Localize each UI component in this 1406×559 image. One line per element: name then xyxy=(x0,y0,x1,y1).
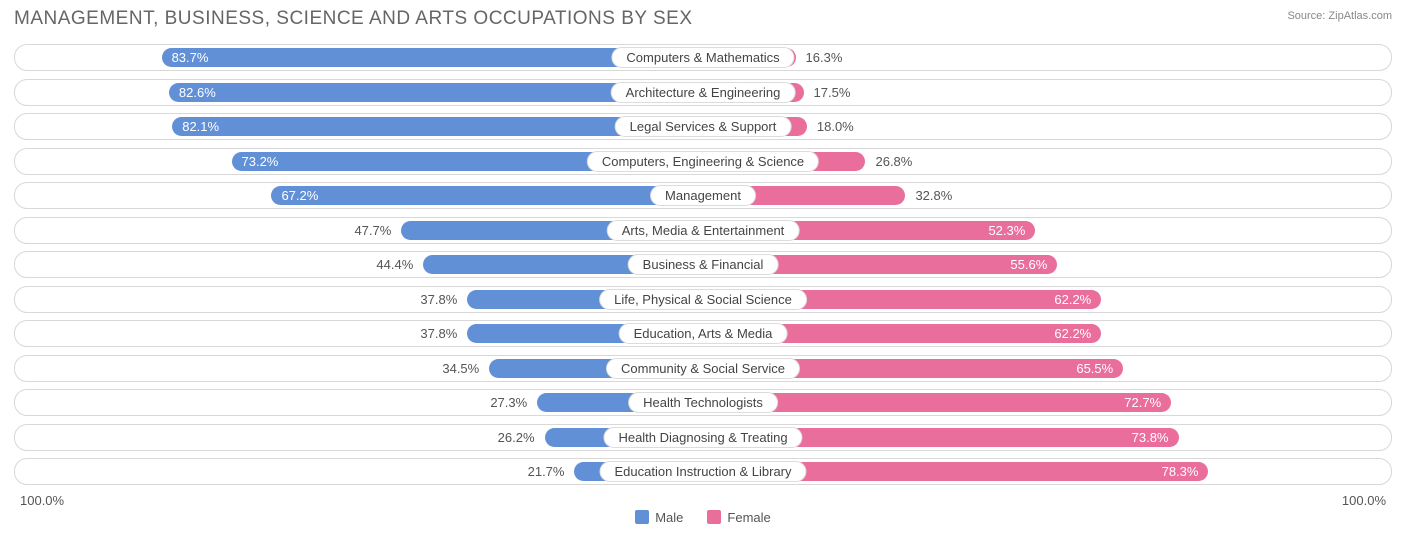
legend-swatch-female xyxy=(707,510,721,524)
chart-area: 16.3% 83.7% Computers & Mathematics 17.5% 82… xyxy=(14,44,1392,485)
male-pct: 82.6% xyxy=(169,85,226,100)
category-label: Legal Services & Support xyxy=(615,116,792,137)
female-pct: 65.5% xyxy=(1066,361,1123,376)
female-pct: 62.2% xyxy=(1044,326,1101,341)
category-label: Computers, Engineering & Science xyxy=(587,151,819,172)
legend-swatch-male xyxy=(635,510,649,524)
male-pct: 83.7% xyxy=(162,50,219,65)
female-pct: 17.5% xyxy=(804,80,861,105)
category-label: Education, Arts & Media xyxy=(619,323,788,344)
chart-row: 44.4% 55.6% Business & Financial xyxy=(14,251,1392,278)
female-pct: 78.3% xyxy=(1152,464,1209,479)
category-label: Health Diagnosing & Treating xyxy=(603,427,802,448)
male-pct: 67.2% xyxy=(271,188,328,203)
female-pct: 73.8% xyxy=(1122,430,1179,445)
category-label: Management xyxy=(650,185,756,206)
chart-row: 34.5% 65.5% Community & Social Service xyxy=(14,355,1392,382)
female-pct: 55.6% xyxy=(1000,257,1057,272)
chart-row: 16.3% 83.7% Computers & Mathematics xyxy=(14,44,1392,71)
axis-left-label: 100.0% xyxy=(20,493,64,508)
chart-row: 26.2% 73.8% Health Diagnosing & Treating xyxy=(14,424,1392,451)
chart-row: 26.8% 73.2% Computers, Engineering & Scien… xyxy=(14,148,1392,175)
female-pct: 32.8% xyxy=(905,183,962,208)
male-pct: 34.5% xyxy=(432,356,489,381)
category-label: Computers & Mathematics xyxy=(611,47,794,68)
chart-row: 27.3% 72.7% Health Technologists xyxy=(14,389,1392,416)
male-pct: 37.8% xyxy=(410,321,467,346)
chart-title: MANAGEMENT, BUSINESS, SCIENCE AND ARTS O… xyxy=(14,8,693,30)
source-attribution: Source: ZipAtlas.com xyxy=(1287,8,1392,22)
chart-row: 47.7% 52.3% Arts, Media & Entertainment xyxy=(14,217,1392,244)
source-value: ZipAtlas.com xyxy=(1328,10,1392,22)
female-pct: 18.0% xyxy=(807,114,864,139)
category-label: Community & Social Service xyxy=(606,358,800,379)
male-pct: 27.3% xyxy=(480,390,537,415)
category-label: Life, Physical & Social Science xyxy=(599,289,807,310)
legend-item-female: Female xyxy=(707,510,770,525)
chart-row: 18.0% 82.1% Legal Services & Support xyxy=(14,113,1392,140)
chart-row: 32.8% 67.2% Management xyxy=(14,182,1392,209)
male-pct: 21.7% xyxy=(518,459,575,484)
female-pct: 16.3% xyxy=(796,45,853,70)
female-pct: 52.3% xyxy=(978,223,1035,238)
x-axis: 100.0% 100.0% xyxy=(14,493,1392,508)
female-pct: 72.7% xyxy=(1114,395,1171,410)
legend-item-male: Male xyxy=(635,510,683,525)
category-label: Health Technologists xyxy=(628,392,778,413)
male-pct: 26.2% xyxy=(488,425,545,450)
source-label: Source: xyxy=(1287,10,1325,22)
female-pct: 62.2% xyxy=(1044,292,1101,307)
male-pct: 47.7% xyxy=(344,218,401,243)
female-pct: 26.8% xyxy=(865,149,922,174)
chart-row: 21.7% 78.3% Education Instruction & Librar… xyxy=(14,458,1392,485)
legend-label-male: Male xyxy=(655,510,683,525)
male-pct: 44.4% xyxy=(366,252,423,277)
category-label: Business & Financial xyxy=(628,254,779,275)
male-pct: 73.2% xyxy=(232,154,289,169)
chart-row: 37.8% 62.2% Life, Physical & Social Scienc… xyxy=(14,286,1392,313)
category-label: Education Instruction & Library xyxy=(599,461,806,482)
male-pct: 82.1% xyxy=(172,119,229,134)
category-label: Arts, Media & Entertainment xyxy=(607,220,800,241)
chart-row: 37.8% 62.2% Education, Arts & Media xyxy=(14,320,1392,347)
legend-label-female: Female xyxy=(727,510,770,525)
axis-right-label: 100.0% xyxy=(1342,493,1386,508)
male-pct: 37.8% xyxy=(410,287,467,312)
legend: Male Female xyxy=(14,510,1392,525)
category-label: Architecture & Engineering xyxy=(611,82,796,103)
chart-row: 17.5% 82.6% Architecture & Engineering xyxy=(14,79,1392,106)
